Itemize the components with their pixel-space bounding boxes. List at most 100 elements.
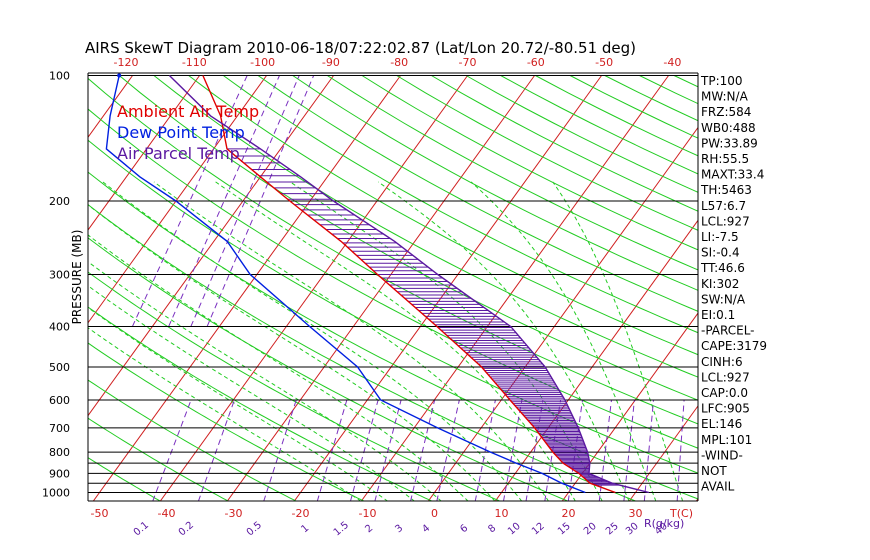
bottom-temp-tick-label: 10 bbox=[495, 507, 509, 520]
index-value: KI:302 bbox=[701, 277, 739, 291]
moist-adiabat bbox=[377, 181, 630, 501]
mixing-ratio-label: 6 bbox=[458, 523, 470, 536]
mixing-ratio-line bbox=[152, 399, 192, 501]
mixing-ratio-line bbox=[131, 75, 248, 327]
index-value: RH:55.5 bbox=[701, 152, 749, 166]
dry-adiabat bbox=[88, 108, 698, 449]
index-value: EI:0.1 bbox=[701, 308, 735, 322]
index-value: WB0:488 bbox=[701, 121, 756, 135]
isotherm bbox=[561, 312, 698, 501]
index-value: EL:146 bbox=[701, 417, 742, 431]
dry-adiabat bbox=[396, 75, 698, 231]
isotherm bbox=[427, 126, 698, 501]
mixing-ratio-line bbox=[623, 399, 635, 501]
dry-adiabat bbox=[431, 75, 698, 212]
ambient-air-temp-line bbox=[202, 75, 616, 494]
mixing-ratio-label: 25 bbox=[604, 521, 621, 538]
dry-adiabat bbox=[223, 75, 698, 334]
mixing-ratio-line bbox=[676, 399, 685, 501]
mixing-ratio-line bbox=[374, 399, 402, 501]
index-value: L57:6.7 bbox=[701, 199, 746, 213]
mixing-ratio-label: 15 bbox=[556, 521, 573, 538]
dry-adiabat bbox=[257, 75, 698, 312]
top-temp-tick-label: -40 bbox=[663, 56, 681, 69]
pressure-tick-label: 100 bbox=[49, 70, 70, 83]
index-value: CINH:6 bbox=[701, 355, 743, 369]
bottom-temp-tick-label: 30 bbox=[629, 507, 643, 520]
index-value: LCL:927 bbox=[701, 370, 750, 384]
pressure-tick-label: 600 bbox=[49, 394, 70, 407]
isotherm bbox=[88, 75, 267, 324]
mixing-ratio-label: 20 bbox=[582, 521, 599, 538]
pressure-tick-label: 1000 bbox=[42, 487, 70, 500]
isotherm bbox=[92, 75, 401, 501]
index-value: FRZ:584 bbox=[701, 105, 751, 119]
dry-adiabat bbox=[361, 75, 698, 251]
index-value: MPL:101 bbox=[701, 433, 752, 447]
bottom-temp-tick-label: -20 bbox=[292, 507, 310, 520]
cape-hatching bbox=[226, 148, 620, 486]
dry-adiabat bbox=[327, 75, 698, 271]
dry-adiabat bbox=[88, 77, 698, 425]
moist-adiabat bbox=[470, 181, 657, 501]
dry-adiabat bbox=[292, 75, 698, 291]
index-value: -WIND- bbox=[701, 448, 743, 462]
isotherm bbox=[88, 75, 334, 417]
bottom-temp-tick-label: -40 bbox=[158, 507, 176, 520]
pressure-tick-label: 900 bbox=[49, 467, 70, 480]
dry-adiabat bbox=[153, 75, 698, 378]
isotherm bbox=[0, 76, 66, 502]
top-temp-tick-label: -60 bbox=[527, 56, 545, 69]
dry-adiabat bbox=[88, 417, 229, 501]
isotherm bbox=[159, 75, 468, 501]
mixing-ratio-label: 12 bbox=[530, 521, 547, 538]
top-temp-tick-label: -110 bbox=[182, 56, 207, 69]
mixing-ratio-line bbox=[598, 399, 612, 501]
mixing-ratio-label: 3 bbox=[393, 523, 405, 536]
mixing-ratio-line bbox=[197, 399, 235, 501]
mixing-ratio-label: 10 bbox=[506, 521, 523, 538]
top-temp-tick-label: -90 bbox=[322, 56, 340, 69]
bottom-temp-tick-label: -10 bbox=[359, 507, 377, 520]
dry-adiabat bbox=[88, 342, 365, 501]
mixing-ratio-label: 1 bbox=[299, 523, 311, 536]
pressure-tick-label: 500 bbox=[49, 361, 70, 374]
isotherm bbox=[226, 75, 535, 501]
legend-entry: Air Parcel Temp bbox=[117, 144, 240, 163]
index-value: AVAIL bbox=[701, 480, 735, 494]
bottom-temp-tick-label: 20 bbox=[562, 507, 576, 520]
dry-adiabat bbox=[88, 306, 433, 501]
index-value: -PARCEL- bbox=[701, 324, 755, 338]
index-value: LCL:927 bbox=[701, 214, 750, 228]
dry-adiabat bbox=[88, 237, 569, 501]
pressure-tick-label: 700 bbox=[49, 422, 70, 435]
index-value: PW:33.89 bbox=[701, 136, 758, 150]
top-temp-tick-label: -80 bbox=[390, 56, 408, 69]
moist-adiabat bbox=[552, 181, 684, 501]
y-axis-label: PRESSURE (MB) bbox=[70, 230, 84, 325]
top-temp-tick-label: -120 bbox=[114, 56, 139, 69]
dry-adiabat bbox=[465, 75, 698, 193]
mixing-ratio-line bbox=[263, 399, 297, 501]
index-value: CAP:0.0 bbox=[701, 386, 748, 400]
pressure-tick-label: 300 bbox=[49, 268, 70, 281]
index-value: MAXT:33.4 bbox=[701, 168, 764, 182]
mixing-ratio-label: 0.1 bbox=[132, 520, 151, 539]
index-value: TT:46.6 bbox=[700, 261, 745, 275]
index-value: TH:5463 bbox=[700, 183, 752, 197]
isotherm bbox=[88, 75, 200, 231]
mixing-ratio-label: 30 bbox=[624, 521, 641, 538]
moist-adiabat bbox=[88, 327, 362, 501]
mixing-ratio-label: 1.5 bbox=[332, 520, 351, 539]
mixing-ratio-line bbox=[474, 399, 496, 501]
legend-entry: Dew Point Temp bbox=[117, 123, 245, 142]
air-parcel-temp-line bbox=[168, 75, 650, 494]
legend-entry: Ambient Air Temp bbox=[117, 102, 259, 121]
dry-adiabat bbox=[88, 171, 698, 500]
x-axis-label: T(C) bbox=[669, 507, 693, 520]
index-value: MW:N/A bbox=[701, 90, 749, 104]
moist-adiabat bbox=[153, 181, 550, 501]
moist-adiabat bbox=[88, 234, 469, 501]
isotherm bbox=[763, 76, 870, 502]
